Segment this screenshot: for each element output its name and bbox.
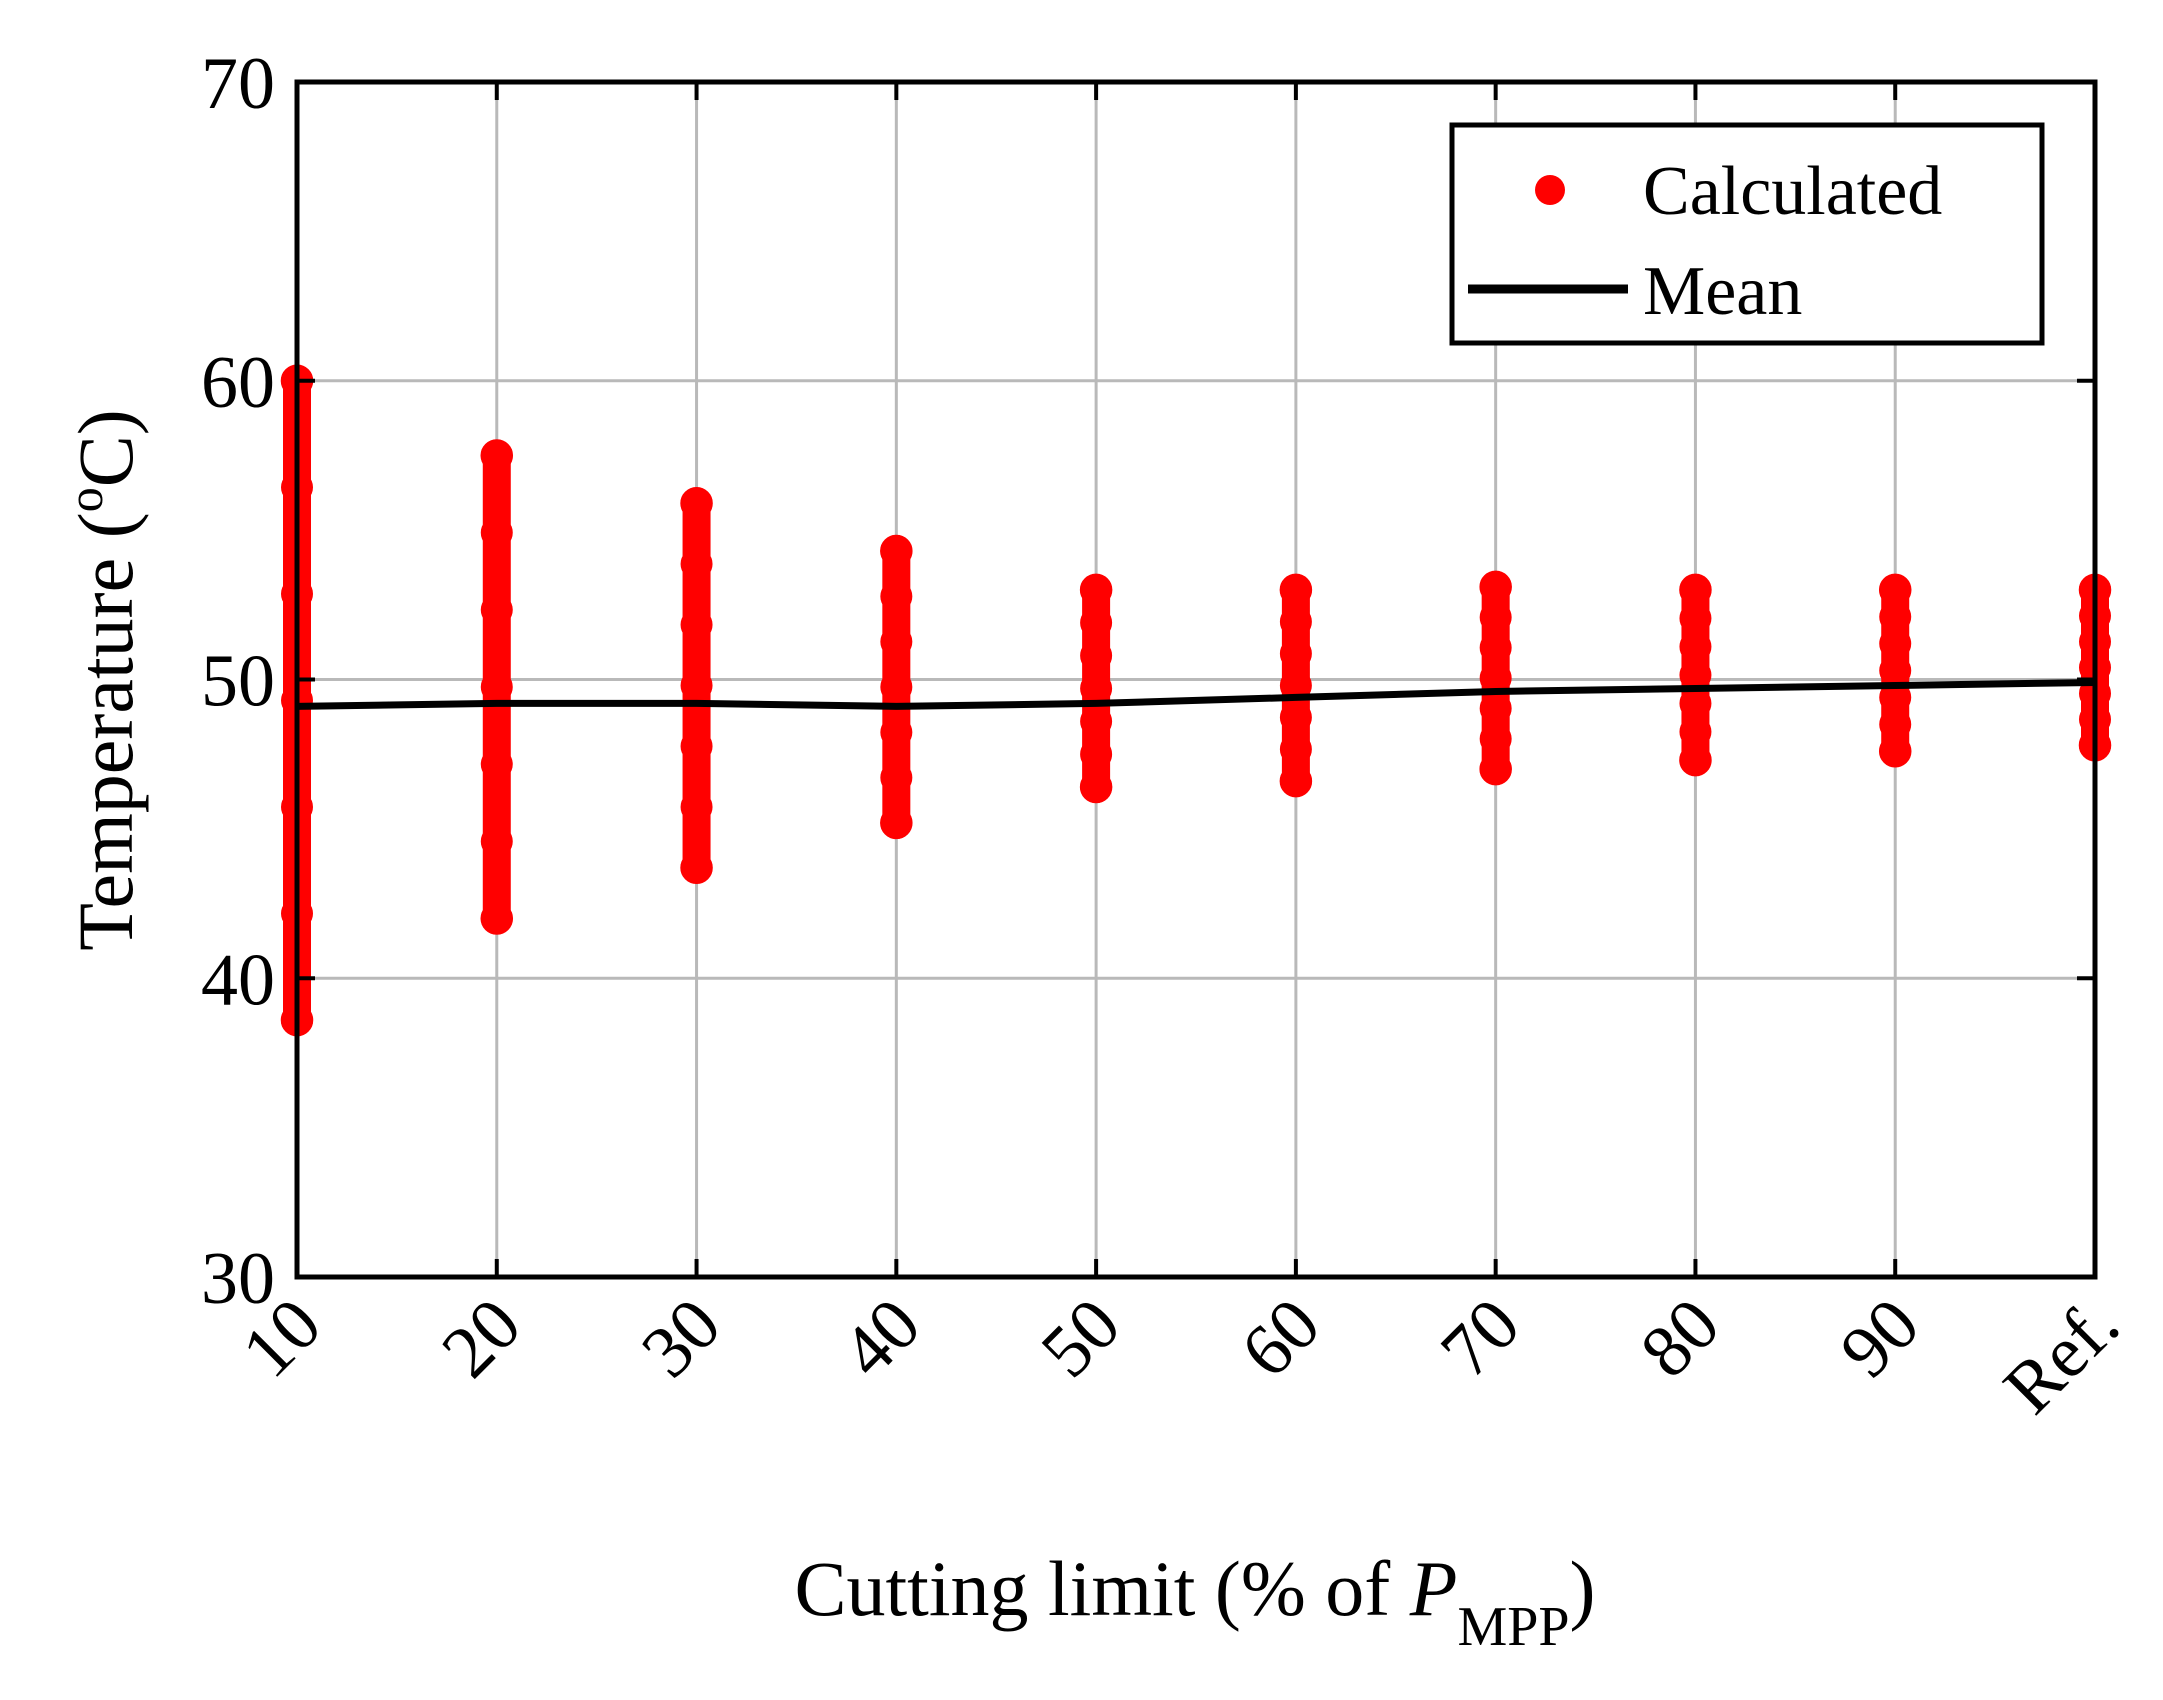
x-tick-label: 20 xyxy=(426,1283,536,1393)
y-tick-label: 60 xyxy=(201,342,275,424)
calculated-point xyxy=(680,669,713,702)
calculated-point-group xyxy=(680,486,713,884)
calculated-point-group xyxy=(480,439,514,935)
calculated-point xyxy=(1479,692,1512,725)
legend-marker-calculated xyxy=(1535,175,1565,205)
calculated-point xyxy=(1479,601,1512,634)
mean-line xyxy=(296,678,2096,710)
calculated-point xyxy=(680,730,713,763)
calculated-point xyxy=(1080,573,1113,606)
calculated-point xyxy=(880,806,913,839)
x-axis-title-subscript: MPP xyxy=(1457,1596,1569,1658)
y-axis-title-superscript: o xyxy=(57,487,113,512)
calculated-point xyxy=(1479,753,1512,786)
calculated-point xyxy=(680,790,713,823)
calculated-point xyxy=(1879,627,1912,660)
x-tick-label: Ref. xyxy=(1988,1283,2135,1430)
calculated-point xyxy=(1080,606,1113,639)
calculated-point xyxy=(1679,687,1712,720)
calculated-point xyxy=(480,902,513,935)
calculated-point xyxy=(880,535,913,568)
calculated-point xyxy=(1080,672,1113,705)
calculated-point xyxy=(1080,639,1113,672)
calculated-point xyxy=(1479,570,1512,603)
calculated-point xyxy=(1479,722,1512,755)
calculated-point xyxy=(880,670,913,703)
calculated-point xyxy=(1879,600,1912,633)
calculated-point xyxy=(1080,705,1113,738)
y-tick-label: 50 xyxy=(201,641,275,723)
x-axis-title-main: Cutting limit (% of xyxy=(794,1545,1409,1632)
legend-box xyxy=(1449,122,2045,346)
calculated-point xyxy=(1879,573,1912,606)
calculated-point xyxy=(1080,738,1113,771)
calculated-point xyxy=(680,851,713,884)
calculated-point xyxy=(680,487,713,520)
calculated-point xyxy=(480,593,513,626)
calculated-point xyxy=(1279,573,1312,606)
calculated-point xyxy=(1679,715,1712,748)
calculated-point xyxy=(1679,602,1712,635)
calculated-point xyxy=(680,608,713,641)
x-tick-label: 90 xyxy=(1825,1283,1935,1393)
y-axis-title-main: Temperature ( xyxy=(62,512,149,950)
y-tick-label: 40 xyxy=(201,939,275,1021)
calculated-point-group xyxy=(1079,573,1113,804)
calculated-point xyxy=(1080,771,1113,804)
legend: Calculated Mean xyxy=(1449,122,2045,346)
calculated-point xyxy=(880,761,913,794)
legend-label-calculated: Calculated xyxy=(1643,153,1942,230)
calculated-point xyxy=(1479,631,1512,664)
calculated-point xyxy=(1879,735,1912,768)
calculated-point xyxy=(1279,637,1312,670)
mean-series xyxy=(296,678,2096,710)
calculated-point-group xyxy=(880,534,913,840)
calculated-point xyxy=(1279,765,1312,798)
legend-label-mean: Mean xyxy=(1643,253,1802,330)
x-axis-title-close: ) xyxy=(1570,1545,1596,1632)
calculated-point xyxy=(680,547,713,580)
calculated-point-group xyxy=(1679,573,1712,777)
calculated-point xyxy=(880,625,913,658)
calculated-point xyxy=(480,748,513,781)
y-axis-title-unit: C) xyxy=(62,409,149,487)
calculated-point xyxy=(1279,733,1312,766)
x-tick-label: 40 xyxy=(826,1283,936,1393)
calculated-point xyxy=(1679,630,1712,663)
calculated-point xyxy=(1279,605,1312,638)
x-tick-label: 60 xyxy=(1226,1283,1336,1393)
x-axis-title: Cutting limit (% of PMPP) xyxy=(794,1545,1595,1658)
x-axis-title-symbol: P xyxy=(1409,1545,1458,1632)
x-tick-label: 70 xyxy=(1425,1283,1535,1393)
x-tick-label: 50 xyxy=(1026,1283,1136,1393)
calculated-point xyxy=(1879,654,1912,687)
calculated-point-group xyxy=(1878,573,1912,768)
calculated-point xyxy=(1279,701,1312,734)
y-axis-ticks: 30 40 50 60 70 xyxy=(201,43,2095,1320)
calculated-point xyxy=(1879,708,1912,741)
x-tick-label: 80 xyxy=(1625,1283,1735,1393)
y-tick-label: 70 xyxy=(201,43,275,125)
calculated-point xyxy=(880,580,913,613)
calculated-point xyxy=(1679,744,1712,777)
calculated-point xyxy=(480,516,513,549)
y-axis-title: Temperature (oC) xyxy=(57,409,149,950)
calculated-point xyxy=(480,670,513,703)
calculated-point xyxy=(480,825,513,858)
calculated-point xyxy=(1679,573,1712,606)
calculated-point-group xyxy=(1279,573,1313,798)
y-tick-label: 30 xyxy=(201,1238,275,1320)
calculated-point xyxy=(880,716,913,749)
calculated-point-group xyxy=(1479,570,1512,786)
x-tick-label: 30 xyxy=(626,1283,736,1393)
calculated-point xyxy=(480,439,513,472)
